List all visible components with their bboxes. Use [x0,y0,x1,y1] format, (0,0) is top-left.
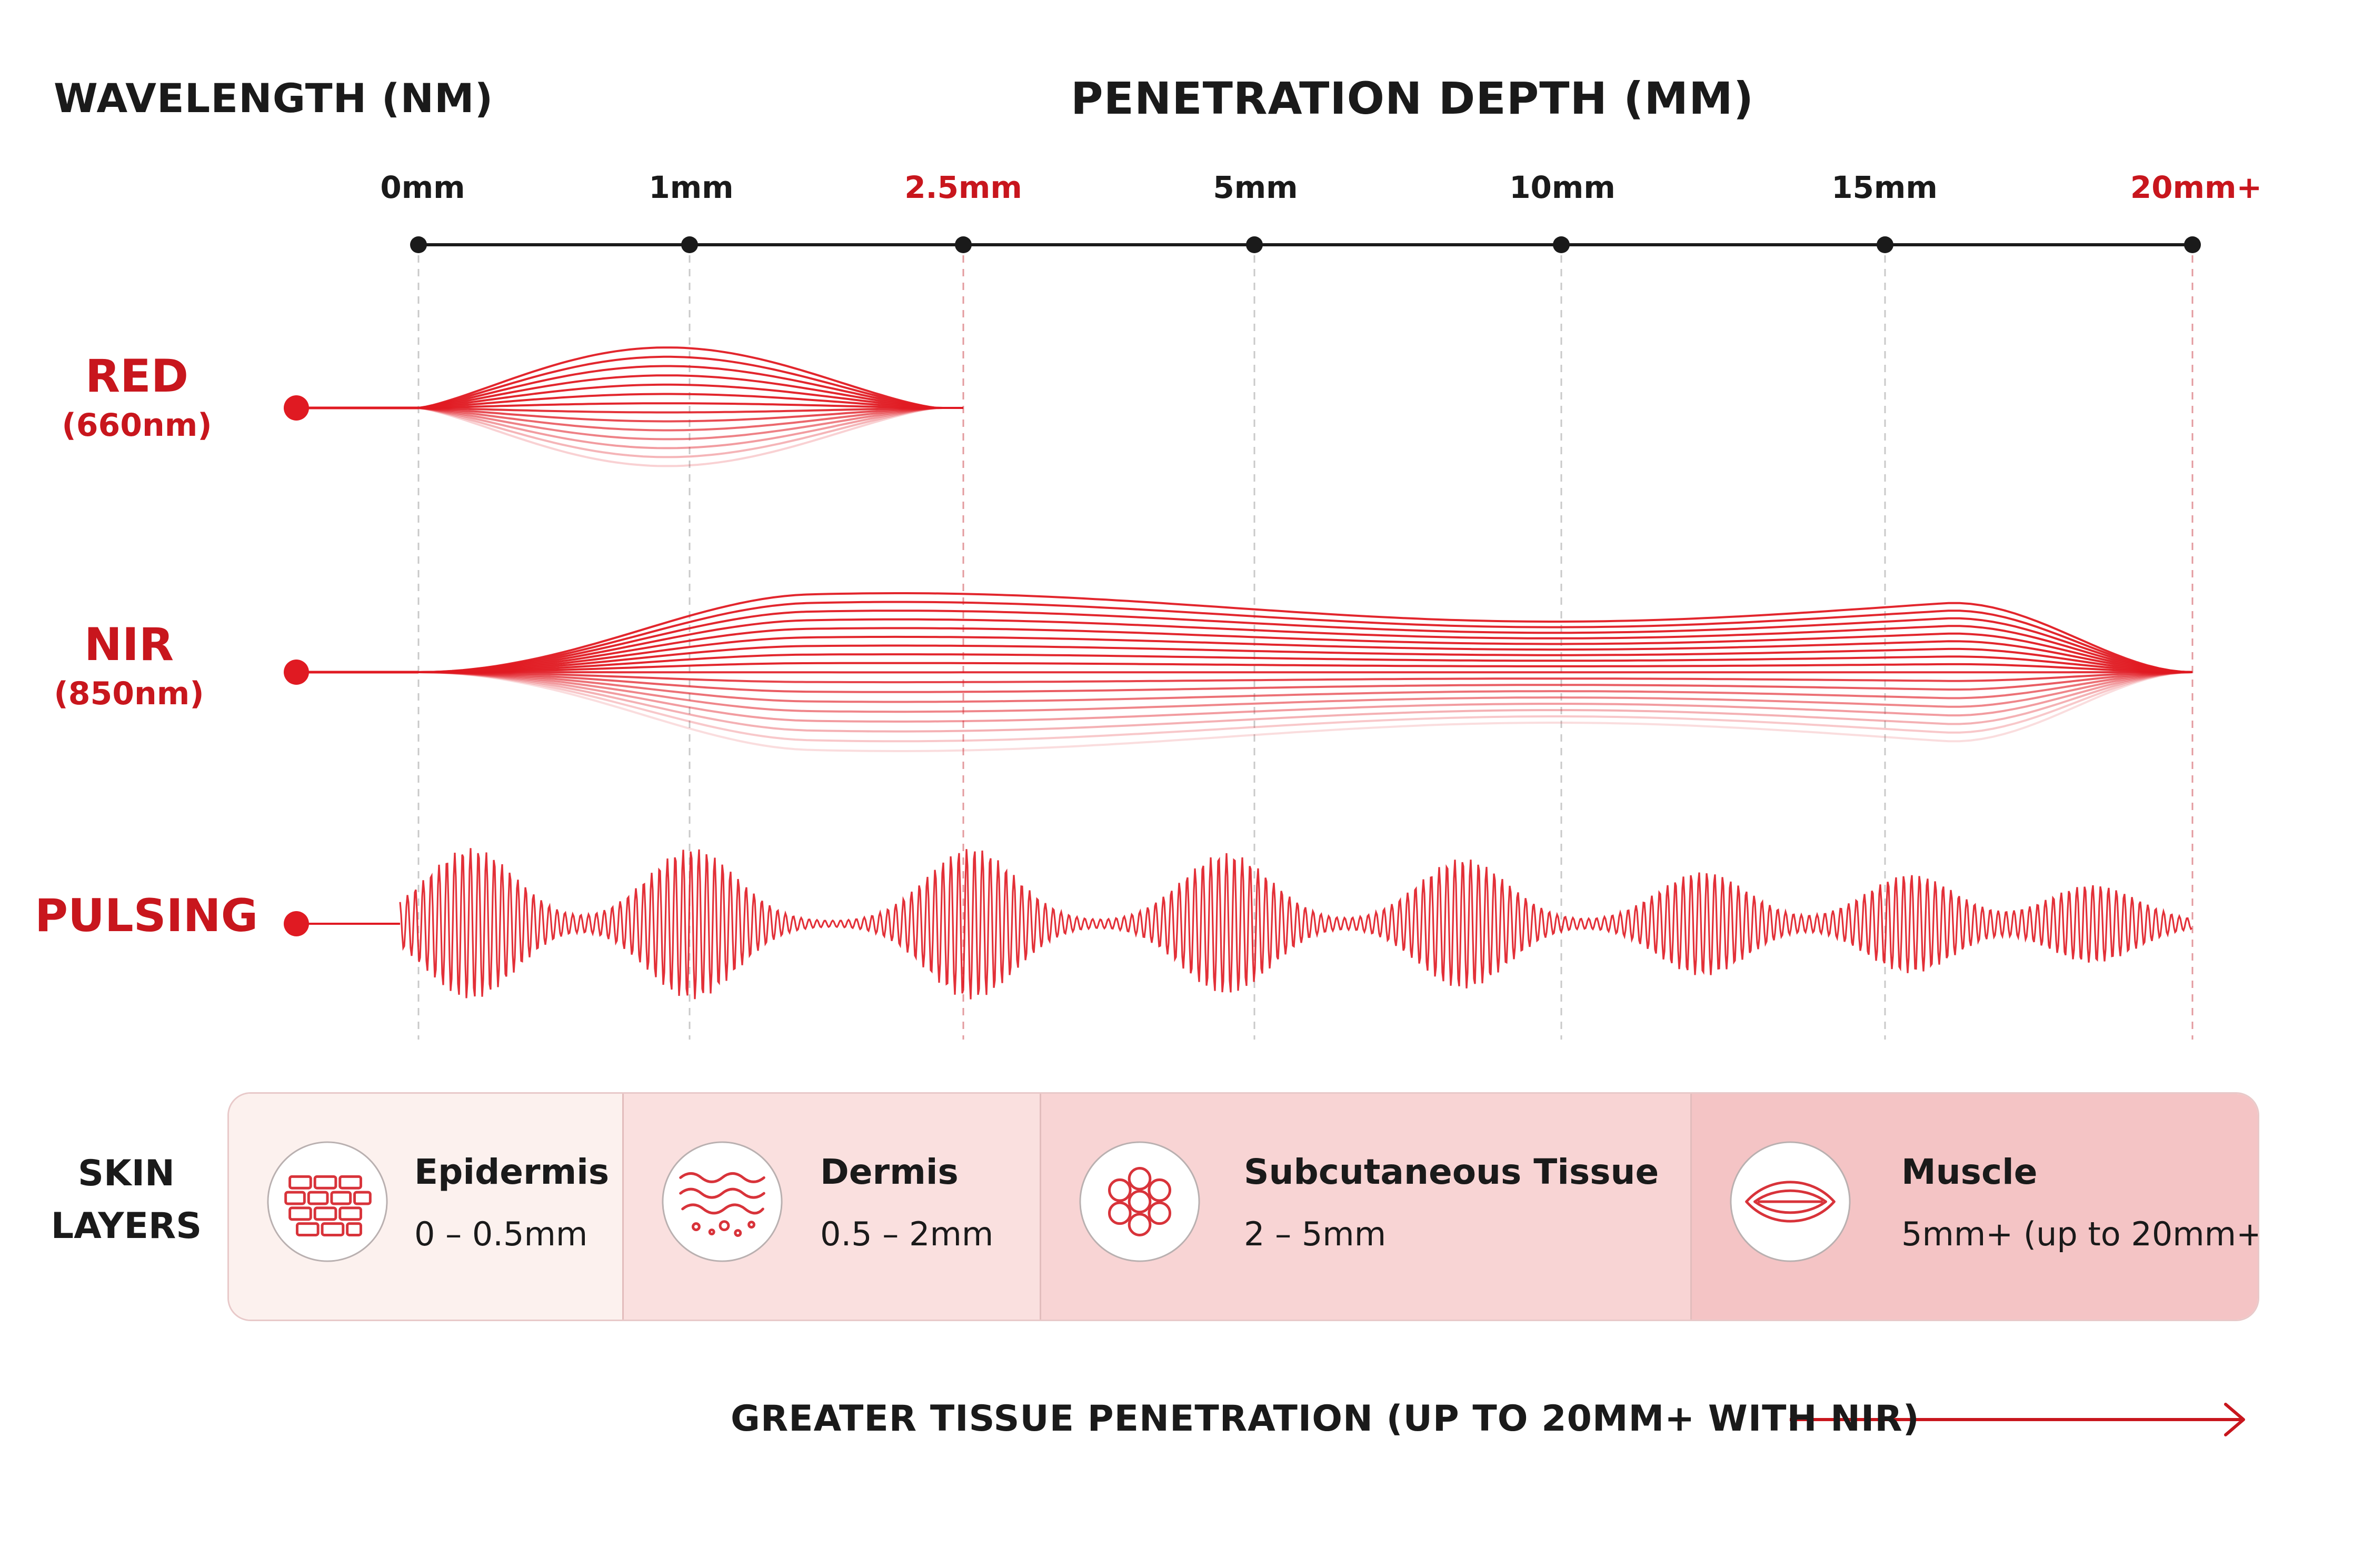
red-wave-line-11 [418,407,963,450]
layer-name-subcutaneous: Subcutaneous Tissue [1244,1152,1659,1192]
pulsing-label: PULSING [35,890,258,942]
axis-dot-5 [1877,236,1893,253]
red-nm-label: (660nm) [62,407,212,444]
muscle-fiber-icon [1730,1141,1851,1262]
red-wave-line-10 [418,407,963,441]
axis-dot-3 [1246,236,1263,253]
layer-muscle: Muscle 5mm+ (up to 20mm+) [1690,1094,2258,1320]
red-wave-line-7 [418,407,963,414]
tick-label-15mm: 15mm [1831,169,1938,205]
tick-label-0mm: 0mm [380,169,465,205]
pulsing-wave [284,848,2192,1000]
nir-nm-label: (850nm) [54,675,204,712]
wavelength-header: WAVELENGTH (NM) [54,75,494,122]
tick-label-1mm: 1mm [649,169,734,205]
layer-dermis: Dermis 0.5 – 2mm [622,1094,1040,1320]
red-wave-line-0 [418,346,963,409]
axis-dot-6 [2184,236,2201,253]
red-wave-line-8 [418,407,963,423]
footer-arrow-head [2224,1403,2245,1436]
nir-wave-line-16 [418,671,2193,743]
axis-dot-2 [955,236,972,253]
skin-heading-line1: SKIN [78,1153,175,1194]
nir-wave-line-14 [418,671,2193,723]
red-wave-line-5 [418,393,963,409]
nir-wave-line-17 [418,671,2193,752]
red-wave-line-6 [418,402,963,409]
red-wave-line-3 [418,374,963,409]
nir-wave-line-4 [418,627,2193,673]
nir-wave-line-2 [418,610,2193,673]
pulsing-label-group: PULSING [35,890,258,942]
layer-range-muscle: 5mm+ (up to 20mm+) [1901,1215,2259,1253]
nir-wave-line-8 [418,662,2193,673]
footer-caption: GREATER TISSUE PENETRATION (UP TO 20MM+ … [731,1398,1920,1440]
layer-name-dermis: Dermis [820,1152,959,1192]
red-wave-line-9 [418,407,963,432]
skin-layers-heading: SKIN LAYERS [32,1147,221,1253]
red-label-group: RED (660nm) [32,350,242,444]
red-wave-line-12 [418,407,963,458]
red-wave-line-13 [418,407,963,467]
skin-layers-panel: Epidermis 0 – 0.5mm Dermis 0.5 – 2mm Sub… [227,1092,2259,1321]
red-660nm-wave [284,346,963,467]
depth-axis [410,236,2201,253]
nir-wave-line-5 [418,635,2193,673]
nir-wave-line-10 [418,671,2193,684]
fat-cells-icon [1079,1141,1200,1262]
nir-850nm-wave [284,592,2193,752]
footer-arrow [227,1403,2245,1436]
nir-wave-line-11 [418,671,2193,693]
layer-range-dermis: 0.5 – 2mm [820,1215,994,1253]
axis-dot-0 [410,236,427,253]
nir-wave-line-0 [418,592,2193,673]
nir-label: NIR [84,618,174,671]
nir-wave-line-13 [418,671,2193,713]
red-wave-line-2 [418,365,963,409]
layer-name-muscle: Muscle [1901,1152,2038,1192]
layer-range-epidermis: 0 – 0.5mm [414,1215,588,1253]
nir-wave-line-6 [418,644,2193,673]
brick-cells-icon [267,1141,388,1262]
layer-epidermis: Epidermis 0 – 0.5mm [229,1094,622,1320]
pulse-wave-line [399,848,2192,1000]
skin-heading-line2: LAYERS [51,1205,202,1247]
tick-label-20mm-plus: 20mm+ [2130,169,2262,205]
red-wave-line-1 [418,355,963,409]
nir-wave-line-3 [418,618,2193,673]
axis-dot-1 [681,236,698,253]
layer-name-epidermis: Epidermis [414,1152,610,1192]
tick-label-5mm: 5mm [1213,169,1298,205]
nir-wave-line-1 [418,601,2193,673]
layer-range-subcutaneous: 2 – 5mm [1244,1215,1387,1253]
wavy-layers-icon [662,1141,783,1262]
nir-label-group: NIR (850nm) [24,618,234,712]
layer-subcutaneous-tissue: Subcutaneous Tissue 2 – 5mm [1040,1094,1690,1320]
red-wave-line-4 [418,383,963,409]
depth-header: PENETRATION DEPTH (MM) [1071,73,1754,124]
tick-label-2-5mm: 2.5mm [904,169,1022,205]
nir-wave-line-12 [418,671,2193,703]
tick-label-10mm: 10mm [1509,169,1616,205]
nir-wave-line-7 [418,653,2193,673]
axis-dot-4 [1553,236,1570,253]
red-label: RED [85,350,189,403]
nir-wave-line-15 [418,671,2193,733]
